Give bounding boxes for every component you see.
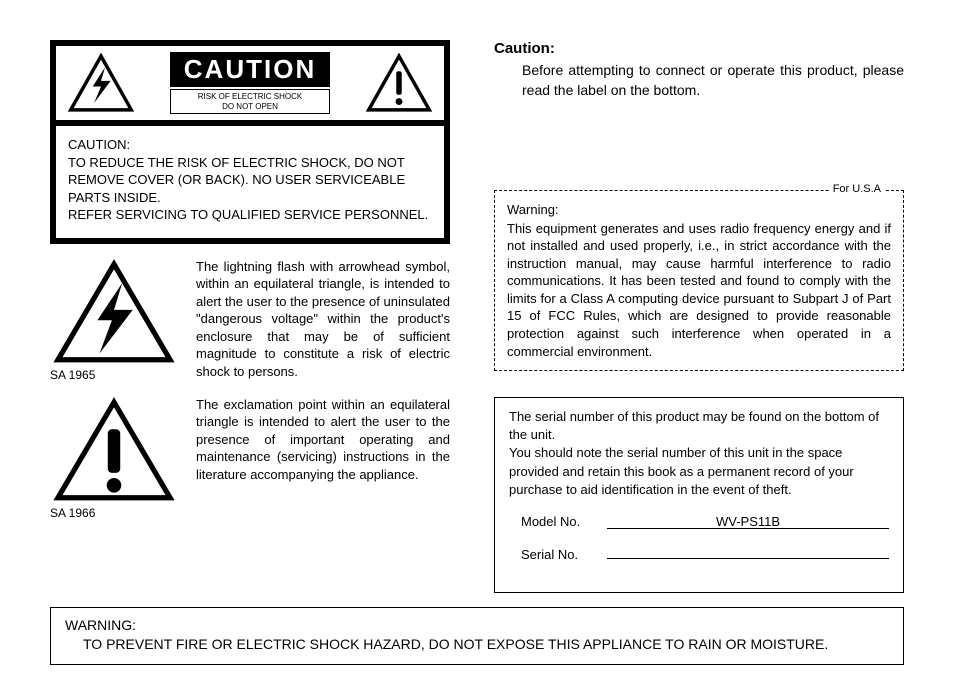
serial-number-value	[607, 543, 889, 559]
caution-title-block: CAUTION RISK OF ELECTRIC SHOCK DO NOT OP…	[136, 52, 364, 113]
serial-intro-text: The serial number of this product may be…	[509, 408, 889, 499]
fcc-warning-box: For U.S.A Warning: This equipment genera…	[494, 190, 904, 371]
model-number-row: Model No. WV-PS11B	[521, 513, 889, 531]
exclaim-symbol-code: SA 1966	[50, 506, 178, 520]
exclaim-symbol-row: SA 1966 The exclamation point within an …	[50, 396, 450, 520]
caution-body-text: TO REDUCE THE RISK OF ELECTRIC SHOCK, DO…	[68, 155, 428, 223]
right-caution-heading: Caution:	[494, 40, 904, 57]
caution-header-row: CAUTION RISK OF ELECTRIC SHOCK DO NOT OP…	[56, 46, 444, 126]
left-column: CAUTION RISK OF ELECTRIC SHOCK DO NOT OP…	[50, 40, 450, 593]
exclamation-triangle-icon	[50, 396, 178, 504]
model-number-label: Model No.	[521, 513, 607, 531]
right-caution-text: Before attempting to connect or operate …	[522, 61, 904, 100]
fcc-warning-title: Warning:	[507, 201, 891, 219]
caution-sub-line1: RISK OF ELECTRIC SHOCK	[173, 92, 327, 101]
caution-sub-line2: DO NOT OPEN	[173, 102, 327, 111]
serial-number-row: Serial No.	[521, 543, 889, 564]
safety-info-page: CAUTION RISK OF ELECTRIC SHOCK DO NOT OP…	[0, 0, 954, 695]
bottom-warning-box: WARNING: TO PREVENT FIRE OR ELECTRIC SHO…	[50, 607, 904, 665]
serial-number-box: The serial number of this product may be…	[494, 397, 904, 593]
serial-fields: Model No. WV-PS11B Serial No.	[521, 513, 889, 564]
lightning-triangle-icon	[66, 52, 136, 114]
two-column-layout: CAUTION RISK OF ELECTRIC SHOCK DO NOT OP…	[50, 40, 904, 593]
bottom-warning-title: WARNING:	[65, 616, 889, 635]
lightning-symbol-code: SA 1965	[50, 368, 178, 382]
lightning-symbol-block: SA 1965	[50, 258, 178, 382]
usa-label: For U.S.A	[829, 182, 885, 197]
lightning-symbol-row: SA 1965 The lightning flash with arrowhe…	[50, 258, 450, 382]
caution-banner: CAUTION	[170, 52, 330, 87]
lightning-symbol-text: The lightning flash with arrowhead symbo…	[196, 258, 450, 381]
caution-body: CAUTION: TO REDUCE THE RISK OF ELECTRIC …	[56, 126, 444, 238]
model-number-value: WV-PS11B	[607, 513, 889, 529]
caution-panel: CAUTION RISK OF ELECTRIC SHOCK DO NOT OP…	[50, 40, 450, 244]
exclaim-symbol-block: SA 1966	[50, 396, 178, 520]
bottom-warning-body: TO PREVENT FIRE OR ELECTRIC SHOCK HAZARD…	[83, 635, 889, 654]
fcc-warning-body: This equipment generates and uses radio …	[507, 221, 891, 359]
serial-number-label: Serial No.	[521, 546, 607, 564]
caution-body-title: CAUTION:	[68, 137, 130, 152]
right-column: Caution: Before attempting to connect or…	[494, 40, 904, 593]
lightning-triangle-icon	[50, 258, 178, 366]
exclaim-symbol-text: The exclamation point within an equilate…	[196, 396, 450, 484]
exclamation-triangle-icon	[364, 52, 434, 114]
caution-subtitle-box: RISK OF ELECTRIC SHOCK DO NOT OPEN	[170, 89, 330, 113]
